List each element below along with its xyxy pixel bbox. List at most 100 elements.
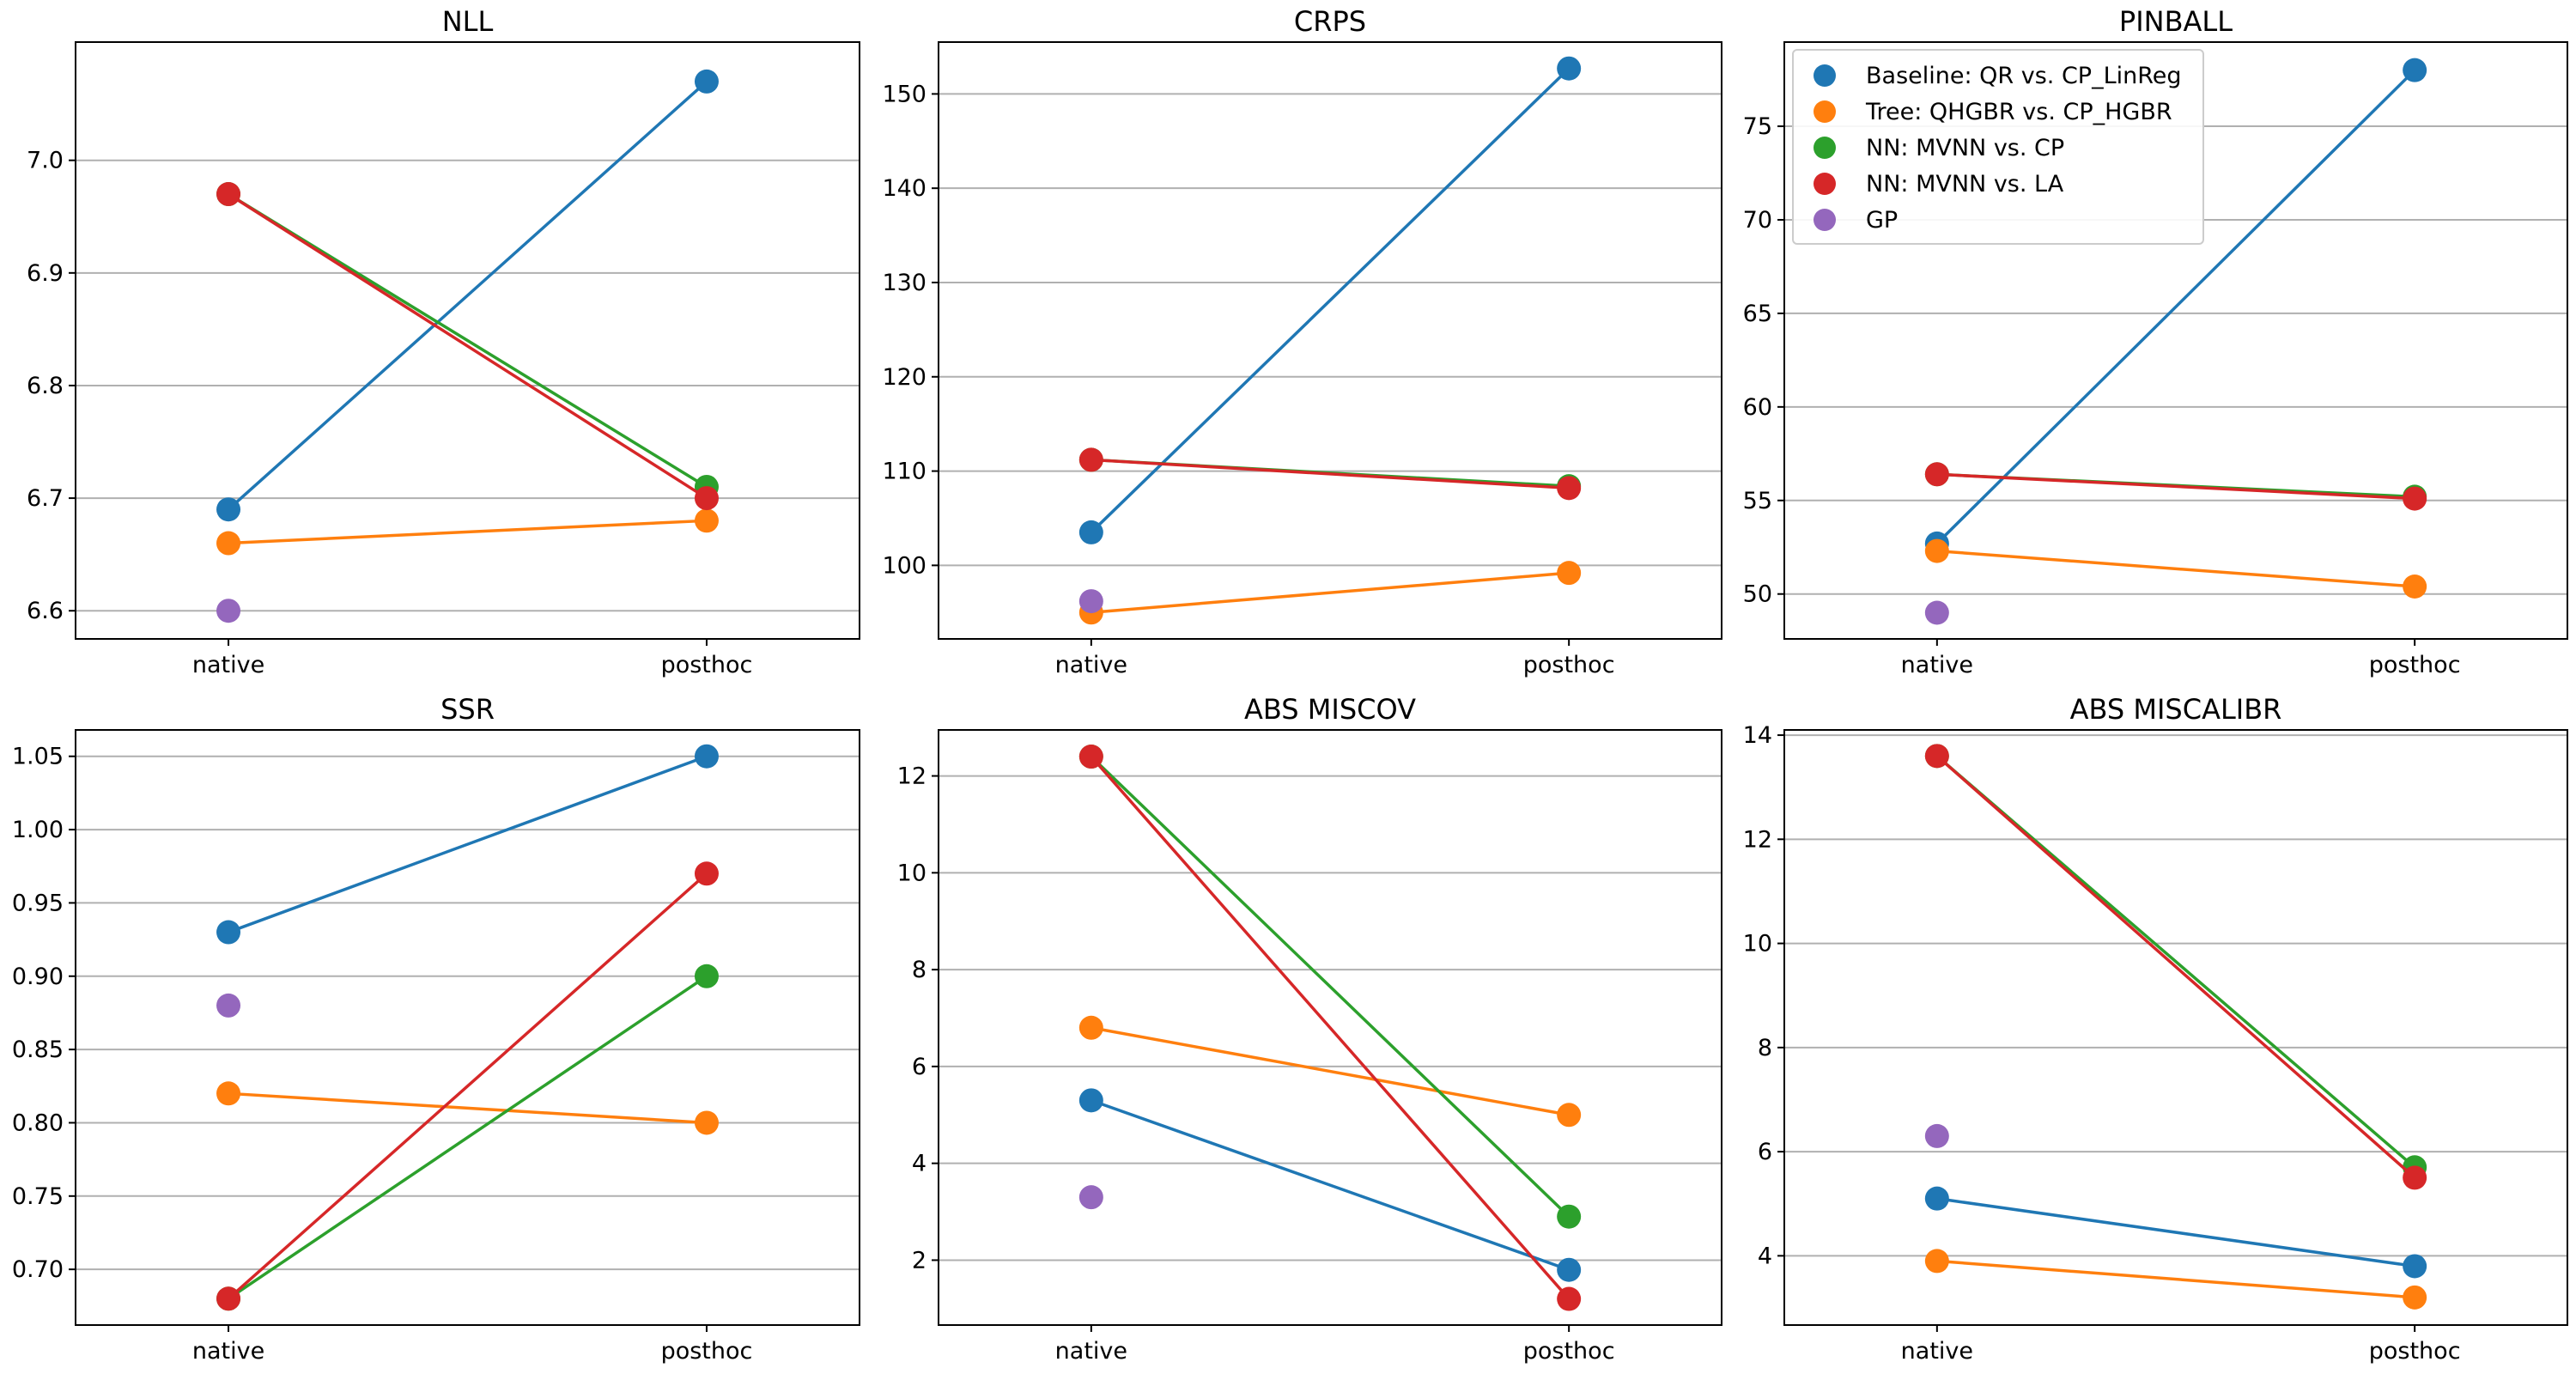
legend-label-gp: GP — [1866, 207, 1898, 234]
ytick-label-crps: 100 — [882, 552, 927, 579]
point-abs-miscov-nn-mvnn-vs-la-native — [1078, 745, 1103, 769]
series-line-abs-miscalibr-nn-mvnn-vs-la — [1935, 755, 2416, 1179]
legend: Baseline: QR vs. CP_LinReg Tree: QHGBR vs… — [1792, 49, 2204, 245]
panel-nll: NLL 6.6 6.7 6.8 6.9 7.0 native posthoc — [27, 5, 860, 678]
xtick-label-pinball-native: native — [1901, 652, 1973, 678]
series-line-abs-miscalibr-tree-qhgbr-vs-cp-hgbr — [1936, 1259, 2415, 1299]
point-crps-nn-mvnn-vs-la-native — [1078, 447, 1103, 472]
axes-frame-abs-miscalibr — [1783, 729, 2568, 1326]
point-crps-baseline-qr-vs-cp-linreg-posthoc — [1557, 56, 1582, 81]
legend-box — [1792, 49, 2204, 245]
ytick-label-crps: 150 — [882, 81, 927, 107]
point-abs-miscov-baseline-qr-vs-cp-linreg-native — [1078, 1088, 1103, 1113]
ytick-label-ssr: 0.75 — [12, 1183, 64, 1210]
axes-frame-crps — [938, 41, 1722, 640]
ytick-label-nll: 6.9 — [27, 260, 64, 287]
panel-abs-miscalibr: ABS MISCALIBR 4 6 8 10 12 14 native posthoc — [1743, 693, 2568, 1365]
series-line-ssr-nn-mvnn-vs-cp — [228, 975, 708, 1300]
point-abs-miscov-nn-mvnn-vs-cp-posthoc — [1557, 1204, 1582, 1229]
point-pinball-tree-qhgbr-vs-cp-hgbr-posthoc — [2403, 574, 2427, 599]
ytick-label-ssr: 0.70 — [12, 1256, 64, 1283]
series-line-pinball-tree-qhgbr-vs-cp-hgbr — [1936, 549, 2415, 588]
panel-ssr: SSR 0.70 0.75 0.80 0.85 0.90 0.95 1.00 1.05 nativ… — [12, 693, 860, 1365]
series-line-nll-tree-qhgbr-vs-cp-hgbr — [228, 519, 708, 545]
point-abs-miscalibr-tree-qhgbr-vs-cp-hgbr-native — [1924, 1249, 1949, 1274]
ytick-label-pinball: 65 — [1743, 301, 1772, 327]
point-pinball-tree-qhgbr-vs-cp-hgbr-native — [1924, 538, 1949, 563]
ytick-label-pinball: 50 — [1743, 581, 1772, 608]
series-line-abs-miscalibr-baseline-qr-vs-cp-linreg — [1936, 1196, 2415, 1268]
point-nll-baseline-qr-vs-cp-linreg-native — [216, 497, 241, 522]
legend-label-nn-mvnn-vs-la: NN: MVNN vs. LA — [1866, 171, 2064, 198]
xtick-label-crps-native: native — [1055, 652, 1127, 678]
series-line-crps-tree-qhgbr-vs-cp-hgbr — [1091, 571, 1570, 615]
panel-title-abs-miscalibr: ABS MISCALIBR — [2070, 693, 2282, 726]
ytick-label-abs-miscov: 4 — [912, 1151, 927, 1177]
ytick-label-abs-miscalibr: 4 — [1758, 1243, 1772, 1269]
panel-title-pinball: PINBALL — [2119, 5, 2233, 38]
point-abs-miscalibr-baseline-qr-vs-cp-linreg-posthoc — [2403, 1254, 2427, 1279]
legend-marker-gp — [1814, 209, 1836, 231]
series-line-abs-miscov-tree-qhgbr-vs-cp-hgbr — [1091, 1026, 1570, 1117]
ytick-label-abs-miscov: 2 — [912, 1247, 927, 1274]
point-ssr-nn-mvnn-vs-la-posthoc — [694, 861, 719, 886]
point-nll-gp-native — [216, 599, 241, 623]
point-pinball-baseline-qr-vs-cp-linreg-posthoc — [2403, 58, 2427, 82]
point-nll-nn-mvnn-vs-la-posthoc — [694, 486, 719, 511]
series-line-ssr-nn-mvnn-vs-la — [227, 872, 708, 1300]
panel-abs-miscov: ABS MISCOV 2 4 6 8 10 12 native posthoc — [897, 693, 1722, 1365]
xtick-label-abs-miscov-native: native — [1055, 1338, 1127, 1365]
point-crps-baseline-qr-vs-cp-linreg-native — [1078, 520, 1103, 544]
point-ssr-nn-mvnn-vs-cp-posthoc — [694, 964, 719, 988]
ytick-label-pinball: 70 — [1743, 207, 1772, 234]
ytick-label-pinball: 60 — [1743, 394, 1772, 421]
ytick-label-ssr: 0.85 — [12, 1037, 64, 1063]
point-nll-tree-qhgbr-vs-cp-hgbr-native — [216, 531, 241, 556]
ytick-label-crps: 110 — [882, 459, 927, 485]
xtick-label-abs-miscalibr-native: native — [1901, 1338, 1973, 1365]
ytick-label-abs-miscov: 12 — [897, 763, 927, 790]
series-line-abs-miscov-baseline-qr-vs-cp-linreg — [1091, 1098, 1570, 1272]
series-line-crps-baseline-qr-vs-cp-linreg — [1090, 67, 1571, 534]
ytick-label-ssr: 1.05 — [12, 744, 64, 770]
point-abs-miscalibr-nn-mvnn-vs-la-posthoc — [2403, 1165, 2427, 1190]
ytick-label-abs-miscalibr: 14 — [1743, 722, 1772, 749]
series-line-nll-baseline-qr-vs-cp-linreg — [227, 80, 708, 511]
series-line-abs-miscov-nn-mvnn-vs-la — [1090, 755, 1571, 1300]
series-line-abs-miscov-nn-mvnn-vs-cp — [1090, 755, 1571, 1218]
point-pinball-gp-native — [1924, 600, 1949, 625]
point-pinball-nn-mvnn-vs-la-posthoc — [2403, 486, 2427, 511]
axes-frame-nll — [75, 41, 860, 640]
ytick-label-pinball: 75 — [1743, 113, 1772, 140]
series-line-pinball-nn-mvnn-vs-la — [1936, 472, 2415, 501]
ytick-label-abs-miscov: 8 — [912, 957, 927, 983]
ytick-label-crps: 130 — [882, 270, 927, 296]
point-abs-miscalibr-nn-mvnn-vs-la-native — [1924, 744, 1949, 769]
ytick-label-ssr: 1.00 — [12, 817, 64, 843]
point-ssr-baseline-qr-vs-cp-linreg-posthoc — [694, 744, 719, 769]
legend-marker-nn-mvnn-vs-la — [1814, 173, 1836, 195]
panel-crps: CRPS 100 110 120 130 140 150 native posthoc — [882, 5, 1722, 678]
ytick-label-nll: 6.7 — [27, 485, 64, 512]
point-ssr-tree-qhgbr-vs-cp-hgbr-posthoc — [694, 1110, 719, 1135]
point-crps-tree-qhgbr-vs-cp-hgbr-posthoc — [1557, 561, 1582, 586]
xtick-label-ssr-posthoc: posthoc — [661, 1338, 753, 1365]
ytick-label-abs-miscalibr: 12 — [1743, 826, 1772, 853]
ytick-label-abs-miscalibr: 6 — [1758, 1139, 1772, 1165]
ytick-label-abs-miscov: 10 — [897, 860, 927, 886]
xtick-label-pinball-posthoc: posthoc — [2369, 652, 2461, 678]
point-abs-miscov-tree-qhgbr-vs-cp-hgbr-posthoc — [1557, 1103, 1582, 1128]
ytick-label-ssr: 0.80 — [12, 1110, 64, 1136]
xtick-label-abs-miscov-posthoc: posthoc — [1523, 1338, 1615, 1365]
ytick-label-abs-miscov: 6 — [912, 1054, 927, 1080]
panel-title-ssr: SSR — [440, 693, 495, 726]
point-abs-miscov-baseline-qr-vs-cp-linreg-posthoc — [1557, 1257, 1582, 1282]
series-line-ssr-tree-qhgbr-vs-cp-hgbr — [228, 1091, 708, 1125]
point-crps-gp-native — [1078, 589, 1103, 614]
point-ssr-baseline-qr-vs-cp-linreg-native — [216, 920, 241, 945]
point-abs-miscov-gp-native — [1078, 1185, 1103, 1210]
point-abs-miscalibr-tree-qhgbr-vs-cp-hgbr-posthoc — [2403, 1285, 2427, 1310]
point-abs-miscalibr-gp-native — [1924, 1123, 1949, 1148]
axes-frame-abs-miscov — [938, 729, 1722, 1326]
